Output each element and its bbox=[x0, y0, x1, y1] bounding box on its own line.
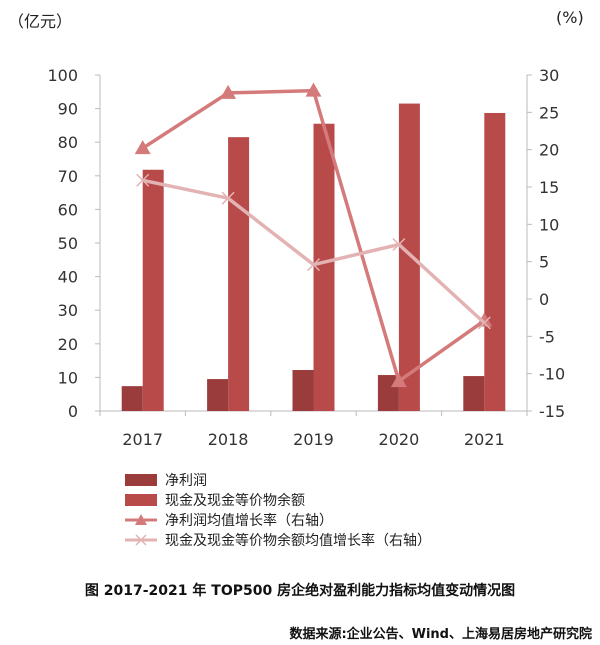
x-tick-label: 2018 bbox=[208, 430, 249, 449]
bar-cash-balance bbox=[228, 137, 250, 411]
legend-item: 现金及现金等价物余额均值增长率（右轴） bbox=[125, 530, 431, 550]
y-tick-label: 0 bbox=[68, 402, 78, 421]
y-tick-label: 90 bbox=[58, 100, 78, 119]
x-marker-icon bbox=[125, 534, 157, 546]
x-marker bbox=[306, 258, 321, 272]
legend-label: 现金及现金等价物余额均值增长率（右轴） bbox=[165, 533, 431, 549]
x-tick-label: 2019 bbox=[293, 430, 334, 449]
y2-tick-label: 10 bbox=[539, 215, 559, 234]
x-tick-label: 2020 bbox=[379, 430, 420, 449]
figure-caption: 图 2017-2021 年 TOP500 房企绝对盈利能力指标均值变动情况图 bbox=[84, 583, 516, 599]
x-marker bbox=[221, 191, 235, 205]
y-tick-label: 30 bbox=[58, 301, 78, 320]
y2-tick-label: 25 bbox=[539, 103, 559, 122]
triangle-marker bbox=[390, 373, 407, 388]
triangle-marker bbox=[305, 82, 322, 97]
left-axis-unit: （亿元） bbox=[8, 12, 73, 31]
x-tick-label: 2017 bbox=[122, 430, 163, 449]
bar-cash-balance bbox=[484, 112, 506, 411]
legend-label: 净利润 bbox=[165, 473, 207, 489]
y-tick-label: 50 bbox=[58, 234, 78, 253]
legend-label: 现金及现金等价物余额 bbox=[165, 493, 305, 509]
y-tick-label: 70 bbox=[58, 167, 78, 186]
y2-tick-label: -15 bbox=[539, 402, 565, 421]
bar-net-profit bbox=[121, 386, 143, 411]
x-marker bbox=[392, 237, 406, 252]
legend-item: 现金及现金等价物余额 bbox=[125, 490, 431, 510]
y-tick-label: 40 bbox=[58, 268, 78, 287]
y2-tick-label: 5 bbox=[539, 253, 549, 272]
chart-plot: 0 10 20 30 40 50 60 70 80 90 100 -15 -10 -5 0 5 10 15 20 25… bbox=[47, 66, 565, 449]
y-tick-label: 100 bbox=[47, 66, 78, 85]
y2-tick-label: -5 bbox=[539, 327, 555, 346]
bar-cash-balance bbox=[142, 169, 164, 411]
bar-cash-balance bbox=[398, 103, 420, 411]
right-axis-unit: (%) bbox=[556, 8, 584, 27]
triangle-marker bbox=[220, 84, 237, 99]
x-marker bbox=[136, 173, 150, 187]
legend-item: 净利润均值增长率（右轴） bbox=[125, 510, 431, 530]
x-marker bbox=[477, 316, 491, 330]
y-tick-label: 20 bbox=[58, 335, 78, 354]
y2-tick-label: -10 bbox=[539, 365, 565, 384]
x-tick-label: 2021 bbox=[464, 430, 505, 449]
legend-label: 净利润均值增长率（右轴） bbox=[165, 513, 333, 529]
bar-cash-balance bbox=[313, 123, 335, 411]
triangle-marker bbox=[134, 140, 151, 155]
y-tick-label: 10 bbox=[58, 368, 78, 387]
bar-net-profit bbox=[207, 379, 229, 411]
bar-net-profit bbox=[463, 376, 485, 411]
y2-tick-label: 30 bbox=[539, 66, 559, 85]
y2-tick-label: 0 bbox=[539, 290, 549, 309]
triangle-marker bbox=[476, 312, 493, 327]
legend: 净利润 现金及现金等价物余额 净利润均值增长率（右轴） 现金及现金等价物余额均值… bbox=[125, 470, 431, 550]
y-tick-label: 80 bbox=[58, 133, 78, 152]
legend-item: 净利润 bbox=[125, 470, 431, 490]
y2-tick-label: 15 bbox=[539, 178, 559, 197]
y2-tick-label: 20 bbox=[539, 141, 559, 160]
triangle-marker-icon bbox=[125, 514, 157, 525]
bar-net-profit bbox=[292, 370, 314, 411]
y-tick-label: 60 bbox=[58, 200, 78, 219]
data-source: 数据来源:企业公告、Wind、上海易居房地产研究院 bbox=[289, 627, 592, 642]
